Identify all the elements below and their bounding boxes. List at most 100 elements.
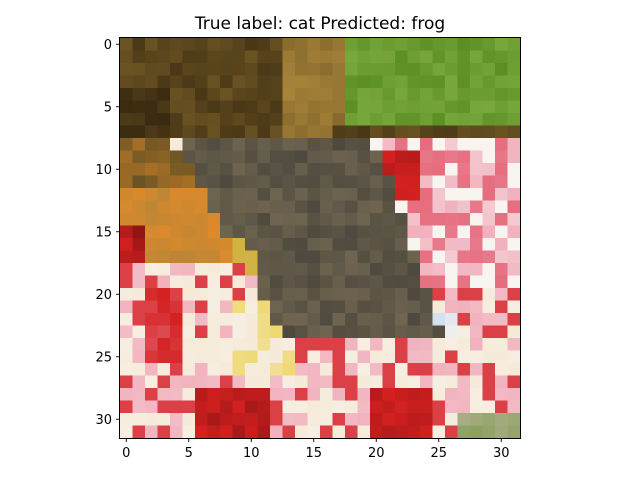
image-pixel [257, 300, 271, 314]
image-pixel [420, 125, 434, 139]
image-pixel [207, 75, 221, 89]
image-pixel [232, 225, 246, 239]
image-pixel [270, 400, 284, 414]
image-pixel [395, 238, 409, 252]
image-pixel [295, 313, 309, 327]
image-pixel [220, 50, 234, 64]
image-pixel [395, 313, 409, 327]
image-pixel [307, 188, 321, 202]
image-pixel [270, 325, 284, 339]
image-pixel [507, 288, 521, 302]
image-pixel [295, 150, 309, 164]
image-pixel [320, 125, 334, 139]
image-pixel [145, 200, 159, 214]
image-pixel [395, 88, 409, 102]
image-pixel [120, 200, 134, 214]
image-pixel [282, 225, 296, 239]
image-pixel [495, 225, 509, 239]
image-pixel [357, 125, 371, 139]
image-pixel [207, 350, 221, 364]
image-pixel [507, 388, 521, 402]
image-pixel [120, 163, 134, 177]
image-pixel [370, 288, 384, 302]
image-pixel [432, 288, 446, 302]
image-pixel [382, 325, 396, 339]
image-pixel [407, 300, 421, 314]
image-pixel [132, 238, 146, 252]
image-pixel [295, 413, 309, 427]
image-pixel [432, 388, 446, 402]
image-pixel [382, 75, 396, 89]
image-pixel [170, 38, 184, 52]
image-pixel [457, 350, 471, 364]
image-pixel [120, 350, 134, 364]
image-pixel [120, 63, 134, 77]
image-pixel [495, 325, 509, 339]
image-pixel [432, 138, 446, 152]
image-pixel [407, 138, 421, 152]
image-pixel [295, 388, 309, 402]
image-pixel [170, 150, 184, 164]
image-pixel [357, 188, 371, 202]
image-pixel [507, 238, 521, 252]
image-pixel [332, 350, 346, 364]
image-pixel [232, 38, 246, 52]
image-pixel [507, 125, 521, 139]
image-pixel [445, 250, 459, 264]
image-pixel [207, 400, 221, 414]
axes-frame [119, 37, 521, 439]
image-pixel [507, 350, 521, 364]
image-pixel [407, 63, 421, 77]
image-pixel [220, 175, 234, 189]
image-pixel [457, 63, 471, 77]
image-pixel [332, 213, 346, 227]
image-pixel [295, 138, 309, 152]
image-pixel [170, 200, 184, 214]
image-pixel [395, 363, 409, 377]
image-pixel [482, 38, 496, 52]
image-pixel [295, 250, 309, 264]
image-pixel [195, 225, 209, 239]
image-pixel [245, 75, 259, 89]
image-pixel [370, 375, 384, 389]
image-pixel [357, 300, 371, 314]
image-pixel [170, 325, 184, 339]
image-pixel [357, 100, 371, 114]
image-pixel [182, 125, 196, 139]
image-pixel [432, 238, 446, 252]
image-pixel [382, 63, 396, 77]
image-pixel [495, 338, 509, 352]
image-pixel [232, 388, 246, 402]
image-pixel [407, 363, 421, 377]
image-pixel [507, 300, 521, 314]
image-pixel [382, 200, 396, 214]
image-pixel [507, 213, 521, 227]
image-pixel [382, 250, 396, 264]
image-pixel [470, 363, 484, 377]
image-pixel [257, 138, 271, 152]
image-pixel [407, 288, 421, 302]
image-pixel [220, 88, 234, 102]
image-pixel [482, 300, 496, 314]
image-pixel [120, 225, 134, 239]
image-pixel [120, 38, 134, 52]
image-pixel [195, 388, 209, 402]
image-pixel [370, 63, 384, 77]
image-pixel [170, 250, 184, 264]
image-pixel [195, 275, 209, 289]
image-pixel [507, 163, 521, 177]
image-pixel [370, 100, 384, 114]
image-pixel [195, 250, 209, 264]
image-pixel [320, 338, 334, 352]
image-pixel [470, 75, 484, 89]
image-pixel [270, 250, 284, 264]
image-pixel [120, 75, 134, 89]
image-pixel [457, 363, 471, 377]
image-pixel [482, 188, 496, 202]
image-pixel [382, 238, 396, 252]
image-pixel [132, 75, 146, 89]
image-pixel [482, 350, 496, 364]
image-pixel [145, 300, 159, 314]
image-pixel [245, 138, 259, 152]
image-pixel [482, 363, 496, 377]
